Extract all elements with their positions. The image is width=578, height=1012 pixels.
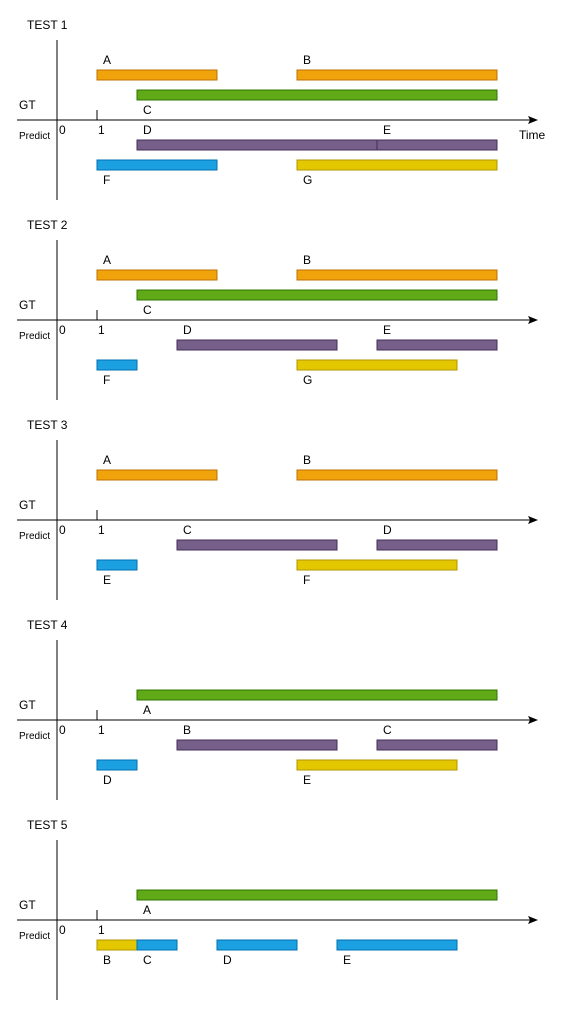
gt-label: GT	[19, 98, 36, 112]
gt-bar-label: A	[103, 453, 111, 467]
predict-bar-label: G	[303, 173, 312, 187]
predict-label: Predict	[19, 931, 50, 942]
predict-label: Predict	[19, 531, 50, 542]
test-panel-4: TEST 4 GT Predict 0 1 A B C D E	[17, 618, 538, 800]
origin-label: 0	[59, 323, 66, 337]
gt-bar-a	[136, 689, 498, 701]
gt-bar-a	[136, 889, 498, 901]
gt-bar-label: A	[103, 253, 111, 267]
predict-bar-g	[296, 159, 498, 171]
predict-bar-b	[96, 939, 138, 951]
predict-bar-b	[176, 739, 338, 751]
predict-bar-label: C	[143, 953, 152, 967]
gt-bar-label: B	[303, 453, 311, 467]
predict-bar-f	[96, 159, 218, 171]
predict-label: Predict	[19, 131, 50, 142]
tick-label: 1	[98, 923, 105, 937]
gt-label: GT	[19, 898, 36, 912]
predict-bar-e	[376, 139, 498, 151]
predict-bar-d	[136, 139, 378, 151]
tick-label: 1	[98, 323, 105, 337]
test-title: TEST 1	[27, 18, 68, 32]
origin-label: 0	[59, 123, 66, 137]
test-panel-5: TEST 5 GT Predict 0 1 A B C D E	[17, 818, 538, 1000]
predict-label: Predict	[19, 331, 50, 342]
gt-bar-label: A	[143, 903, 151, 917]
predict-bar-d	[216, 939, 298, 951]
test-panel-1: TEST 1 GT Predict 0 1 Time A B CD E F G	[17, 18, 546, 200]
gt-bar-label: A	[103, 53, 111, 67]
gt-bar-label: C	[143, 303, 152, 317]
predict-bar-label: B	[103, 953, 111, 967]
gt-label: GT	[19, 298, 36, 312]
predict-bar-e	[296, 759, 458, 771]
test-panel-3: TEST 3 GT Predict 0 1 A B C D E F	[17, 418, 538, 600]
predict-bar-label: C	[383, 723, 392, 737]
test-title: TEST 3	[27, 418, 68, 432]
predict-bar-f	[296, 559, 458, 571]
gt-bar-label: B	[303, 253, 311, 267]
predict-bar-e	[336, 939, 458, 951]
gt-bar-c	[136, 289, 498, 301]
gt-bar-a	[96, 469, 218, 481]
time-axis-label: Time	[519, 128, 546, 142]
predict-bar-label: E	[383, 123, 391, 137]
predict-bar-label: D	[103, 773, 112, 787]
predict-bar-d	[96, 759, 138, 771]
gt-bar-b	[296, 269, 498, 281]
origin-label: 0	[59, 523, 66, 537]
tick-label: 1	[98, 723, 105, 737]
predict-bar-c	[176, 539, 338, 551]
predict-bar-c	[376, 739, 498, 751]
gt-bar-b	[296, 469, 498, 481]
predict-bar-c	[136, 939, 178, 951]
origin-label: 0	[59, 723, 66, 737]
predict-bar-label: F	[303, 573, 310, 587]
gt-bar-a	[96, 269, 218, 281]
gt-bar-label: C	[143, 103, 152, 117]
predict-bar-label: E	[103, 573, 111, 587]
predict-bar-d	[376, 539, 498, 551]
gt-label: GT	[19, 498, 36, 512]
gt-bar-b	[296, 69, 498, 81]
predict-bar-label: E	[383, 323, 391, 337]
predict-bar-e	[96, 559, 138, 571]
predict-bar-label: C	[183, 523, 192, 537]
gt-bar-label: B	[303, 53, 311, 67]
gt-bar-label: A	[143, 703, 151, 717]
predict-bar-label: E	[303, 773, 311, 787]
test-title: TEST 2	[27, 218, 68, 232]
tick-label: 1	[98, 523, 105, 537]
predict-bar-f	[96, 359, 138, 371]
predict-bar-e	[376, 339, 498, 351]
predict-bar-label: B	[183, 723, 191, 737]
predict-bar-label: D	[143, 123, 152, 137]
predict-label: Predict	[19, 731, 50, 742]
test-title: TEST 4	[27, 618, 68, 632]
test-panel-2: TEST 2 GT Predict 0 1 A B C D E F G	[17, 218, 538, 400]
origin-label: 0	[59, 923, 66, 937]
predict-bar-label: D	[183, 323, 192, 337]
gt-bar-a	[96, 69, 218, 81]
tick-label: 1	[98, 123, 105, 137]
predict-bar-g	[296, 359, 458, 371]
predict-bar-label: D	[383, 523, 392, 537]
test-title: TEST 5	[27, 818, 68, 832]
predict-bar-d	[176, 339, 338, 351]
gt-label: GT	[19, 698, 36, 712]
gt-bar-c	[136, 89, 498, 101]
predict-bar-label: G	[303, 373, 312, 387]
predict-bar-label: D	[223, 953, 232, 967]
predict-bar-label: F	[103, 373, 110, 387]
predict-bar-label: F	[103, 173, 110, 187]
predict-bar-label: E	[343, 953, 351, 967]
